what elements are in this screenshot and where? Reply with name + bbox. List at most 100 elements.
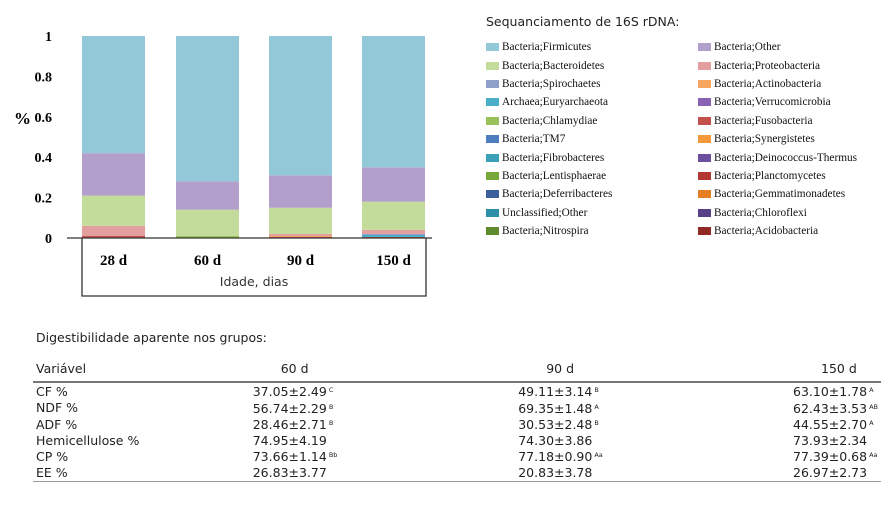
bar-segment-150-d-bacteria-bacteroidetes	[362, 201, 425, 230]
legend-item: Bacteria;Fibrobacteres	[486, 148, 698, 166]
bar-segment-150-d-archaea-euryarchaeota	[362, 234, 425, 237]
cell-variable: NDF %	[36, 400, 79, 416]
bar-28-d	[82, 36, 145, 238]
legend-swatch	[698, 98, 711, 107]
y-tick-label: 0	[45, 232, 52, 247]
legend-label: Bacteria;Planctomycetes	[714, 169, 826, 182]
x-tick-label: 150 d	[376, 253, 411, 269]
significance-letter: AB	[869, 402, 878, 411]
legend-item: Bacteria;Gemmatimonadetes	[698, 185, 888, 203]
legend-label: Bacteria;Actinobacteria	[714, 77, 822, 90]
bar-90-d	[269, 36, 332, 238]
cell-variable: Hemicellulose %	[36, 432, 140, 448]
legend-swatch	[698, 61, 711, 70]
cell-variable: CF %	[36, 383, 68, 399]
legend: Sequanciamento de 16S rDNA: Bacteria;Fir…	[486, 14, 891, 240]
legend-item: Bacteria;Planctomycetes	[698, 167, 888, 185]
table-row: NDF % 56.74±2.29 B 69.35±1.48 A 62.43±3.53 AB	[33, 400, 881, 417]
legend-grid: Bacteria;Firmicutes Bacteria;Other Bacteri…	[486, 38, 891, 240]
legend-label: Unclassified;Other	[502, 206, 588, 219]
cell-value: 77.39±0.68 Aa	[793, 449, 878, 465]
legend-swatch	[698, 79, 711, 88]
legend-item: Bacteria;Actinobacteria	[698, 75, 888, 93]
table-row: Hemicellulose % 74.95±4.19 74.30±3.86 73.93…	[33, 433, 881, 449]
legend-item: Unclassified;Other	[486, 204, 698, 222]
y-tick-label: 0.2	[35, 192, 53, 207]
cell-value: 26.83±3.77	[252, 464, 327, 480]
legend-label: Bacteria;Gemmatimonadetes	[714, 188, 846, 201]
legend-label: Bacteria;Verrucomicrobia	[714, 96, 831, 109]
significance-letter: A	[869, 386, 874, 394]
legend-label: Bacteria;Deferribacteres	[502, 188, 613, 201]
significance-letter: A	[869, 419, 874, 428]
bar-segment-90-d-bacteria-proteobacteria	[269, 233, 332, 236]
cell-value: 74.95±4.19	[252, 432, 327, 448]
legend-item: Bacteria;Chlamydiae	[486, 112, 698, 130]
cell-value: 28.46±2.71 B	[252, 417, 334, 433]
bar-segment-150-d-bacteria-firmicutes	[362, 36, 425, 168]
header-60d: 60 d	[280, 360, 309, 376]
legend-swatch	[698, 153, 711, 162]
legend-item: Bacteria;Lentisphaerae	[486, 167, 698, 185]
cell-value: 30.53±2.48 B	[518, 417, 599, 433]
x-tick-label: 90 d	[287, 253, 315, 269]
cell-value: 77.18±0.90 Aa	[518, 449, 603, 465]
legend-swatch	[486, 208, 499, 217]
bar-150-d	[362, 36, 425, 238]
bar-segment-28-d-bacteria-firmicutes	[82, 36, 145, 154]
cell-value: 73.66±1.14 Bb	[252, 449, 338, 465]
significance-letter: B	[594, 419, 599, 428]
legend-swatch	[698, 208, 711, 217]
bars-layer	[82, 36, 425, 238]
legend-label: Bacteria;Acidobacteria	[714, 225, 819, 238]
header-variable: Variável	[36, 360, 87, 376]
legend-swatch	[486, 79, 499, 88]
significance-letter: Aa	[869, 451, 878, 460]
legend-item: Bacteria;Synergistetes	[698, 130, 888, 148]
legend-item: Bacteria;Bacteroidetes	[486, 56, 698, 74]
cell-value: 63.10±1.78 A	[793, 384, 874, 399]
legend-label: Bacteria;TM7	[502, 133, 566, 146]
legend-item: Bacteria;Spirochaetes	[486, 75, 698, 93]
table-row: ADF % 28.46±2.71 B 30.53±2.48 B 44.55±2.70 A	[33, 416, 881, 433]
legend-item: Bacteria;TM7	[486, 130, 698, 148]
legend-swatch	[698, 43, 711, 52]
bar-segment-60-d-bacteria-bacteroidetes	[176, 209, 239, 236]
legend-label: Bacteria;Chloroflexi	[714, 206, 807, 219]
legend-swatch	[486, 43, 499, 52]
legend-swatch	[486, 171, 499, 180]
legend-item: Bacteria;Deferribacteres	[486, 185, 698, 203]
legend-item: Bacteria;Nitrospira	[486, 222, 698, 240]
bar-segment-28-d-bacteria-bacteroidetes	[82, 195, 145, 226]
significance-letter: A	[594, 402, 599, 411]
legend-swatch	[486, 135, 499, 144]
bar-segment-150-d-bacteria-other	[362, 167, 425, 202]
significance-letter: B	[594, 386, 599, 394]
legend-swatch	[698, 190, 711, 199]
significance-letter: C	[328, 386, 334, 394]
cell-value: 56.74±2.29 B	[252, 400, 334, 416]
y-tick-label: 0.4	[35, 151, 53, 166]
cell-value: 49.11±3.14 B	[518, 384, 599, 399]
legend-item: Bacteria;Verrucomicrobia	[698, 93, 888, 111]
legend-label: Bacteria;Bacteroidetes	[502, 59, 605, 72]
legend-swatch	[486, 61, 499, 70]
x-axis-bracket	[81, 238, 427, 297]
table-row: CF % 37.05±2.49 C 49.11±3.14 B 63.10±1.78 A	[33, 382, 881, 400]
legend-swatch	[698, 171, 711, 180]
cell-value: 37.05±2.49 C	[252, 384, 334, 399]
cell-value: 62.43±3.53 AB	[793, 400, 878, 416]
legend-item: Archaea;Euryarchaeota	[486, 93, 698, 111]
legend-swatch	[486, 190, 499, 199]
legend-label: Bacteria;Deinococcus-Thermus	[714, 151, 858, 164]
legend-label: Bacteria;Spirochaetes	[502, 77, 601, 90]
table-row: CP % 73.66±1.14 Bb 77.18±0.90 Aa 77.39±0.68 Aa	[33, 448, 881, 465]
y-tick-label: 0.8	[35, 70, 53, 85]
table-body: CF % 37.05±2.49 C 49.11±3.14 B 63.10±1.78 A NDF…	[33, 382, 881, 482]
bar-segment-90-d-bacteria-actinobacteria	[269, 235, 332, 237]
x-tick-labels: 28 d 60 d 90 d 150 d	[100, 253, 412, 269]
x-axis-label: Idade, dias	[220, 274, 288, 289]
table-row: EE % 26.83±3.77 20.83±3.78 26.97±2.73	[33, 464, 881, 482]
cell-variable: ADF %	[36, 416, 78, 432]
stacked-bar-chart: 0 0.2 0.4 0.6 0.8 1 28 d 60 d 90 d 150 d % Idade…	[14, 30, 432, 297]
